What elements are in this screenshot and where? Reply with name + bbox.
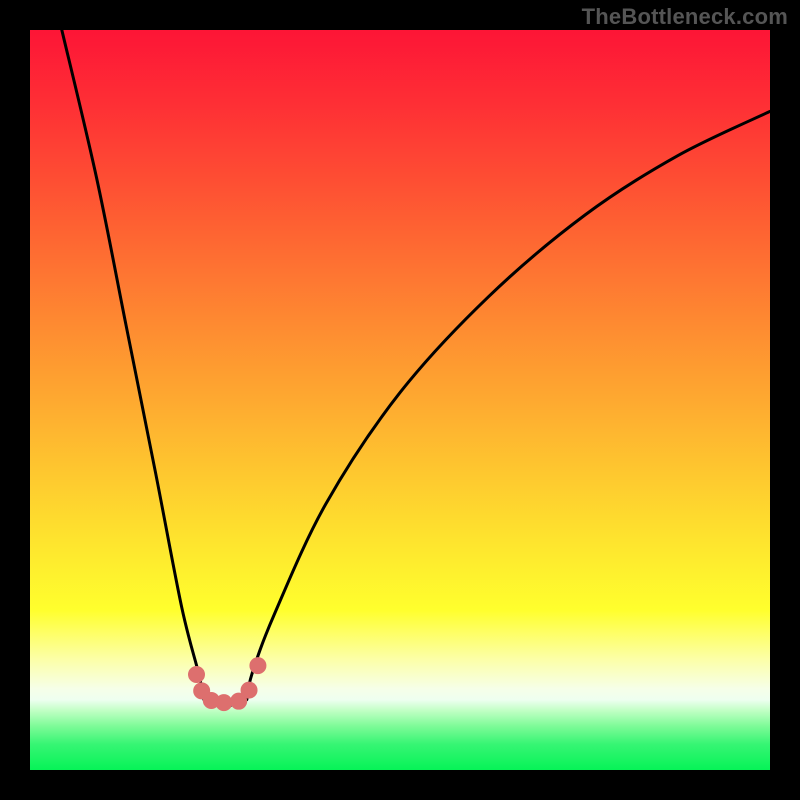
- bottleneck-chart: [0, 0, 800, 800]
- curve-marker: [189, 667, 205, 683]
- curve-marker: [250, 658, 266, 674]
- curve-marker: [241, 682, 257, 698]
- curve-marker: [216, 695, 232, 711]
